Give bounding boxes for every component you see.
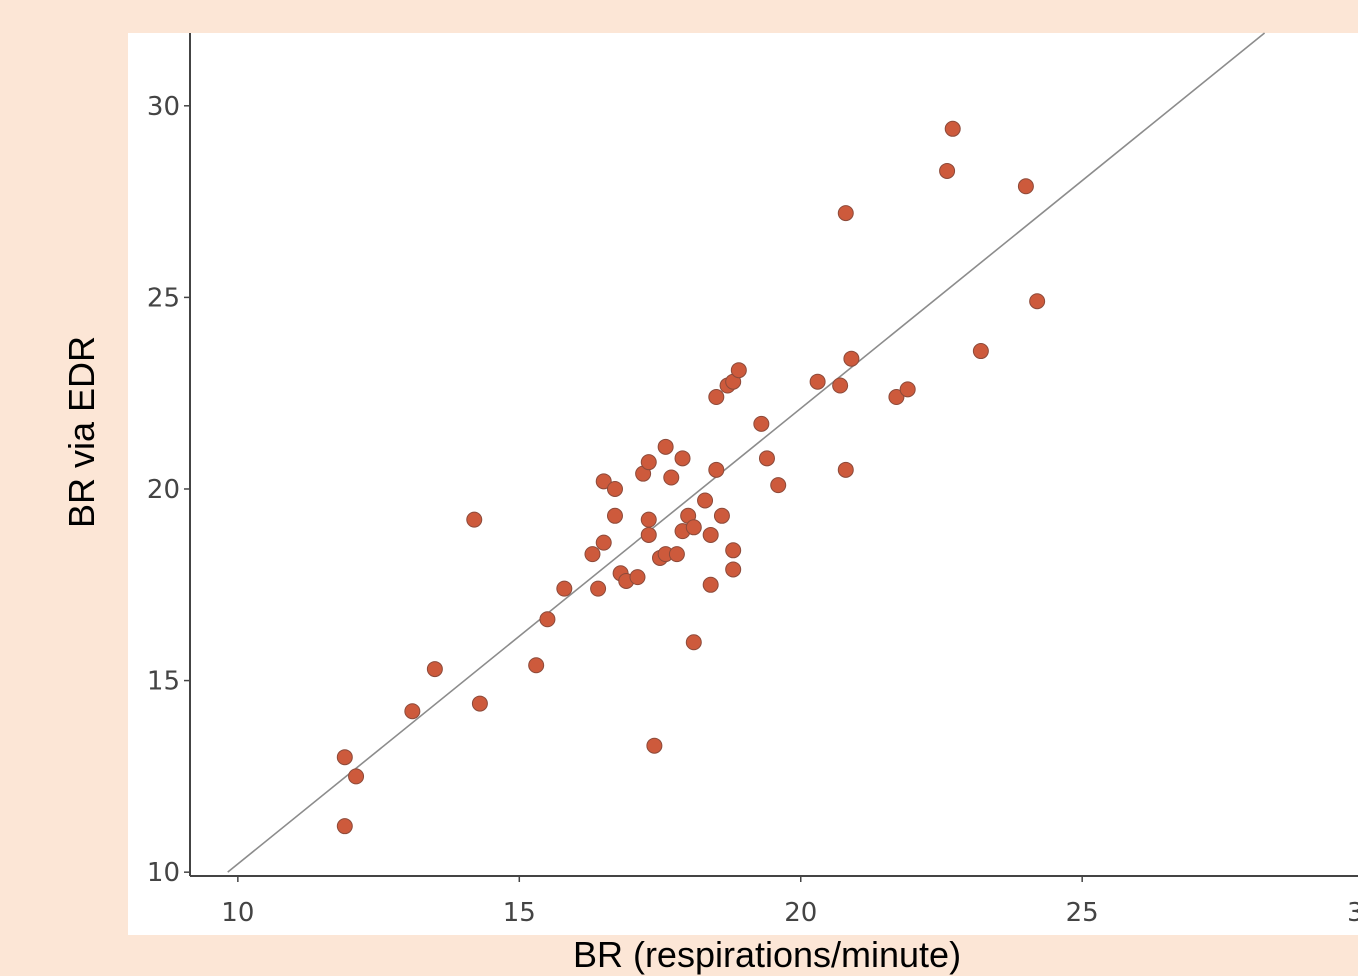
- data-point: [640, 454, 657, 471]
- data-point: [837, 461, 854, 478]
- data-point: [336, 749, 353, 766]
- data-point: [348, 768, 365, 785]
- data-point: [595, 534, 612, 551]
- y-tick-label: 10: [147, 858, 180, 888]
- data-point: [888, 389, 905, 406]
- fit-line: [227, 32, 1266, 873]
- data-point: [336, 818, 353, 835]
- x-tick-label: 25: [1066, 898, 1099, 928]
- data-point: [809, 373, 826, 390]
- data-point: [899, 381, 916, 398]
- y-tick-label: 15: [147, 667, 180, 697]
- data-point: [944, 120, 961, 137]
- data-point: [606, 480, 623, 497]
- x-axis-label: BR (respirations/minute): [573, 934, 961, 975]
- data-point: [629, 569, 646, 586]
- plot-area: [128, 33, 1358, 935]
- data-point: [556, 580, 573, 597]
- data-point: [758, 450, 775, 467]
- data-point: [753, 415, 770, 432]
- data-point: [837, 205, 854, 222]
- data-point: [646, 737, 663, 754]
- data-point: [640, 511, 657, 528]
- data-point: [1029, 293, 1046, 310]
- data-point: [843, 350, 860, 367]
- y-tick-label: 20: [147, 475, 180, 505]
- x-tick-label: 30: [1347, 898, 1358, 928]
- x-tick-label: 15: [503, 898, 536, 928]
- data-point: [939, 162, 956, 179]
- data-point: [1017, 178, 1034, 195]
- data-point: [702, 526, 719, 543]
- data-point: [770, 477, 787, 494]
- data-point: [725, 561, 742, 578]
- data-point: [426, 661, 443, 678]
- data-point: [674, 450, 691, 467]
- data-point: [668, 546, 685, 563]
- data-point: [685, 634, 702, 651]
- data-point: [539, 611, 556, 628]
- data-point: [466, 511, 483, 528]
- data-point: [606, 507, 623, 524]
- y-tick-label: 30: [147, 92, 180, 122]
- data-point: [708, 461, 725, 478]
- data-point: [663, 469, 680, 486]
- data-point: [730, 362, 747, 379]
- data-point: [972, 343, 989, 360]
- data-point: [404, 703, 421, 720]
- data-point: [725, 542, 742, 559]
- data-point: [590, 580, 607, 597]
- data-point: [685, 519, 702, 536]
- data-point: [657, 438, 674, 455]
- data-point: [697, 492, 714, 509]
- tick-layer: 10 15 20 25 30 10 15 20 25 30: [147, 92, 1358, 928]
- data-point: [702, 576, 719, 593]
- data-point: [595, 473, 612, 490]
- data-point: [832, 377, 849, 394]
- data-point: [584, 546, 601, 563]
- data-point: [528, 657, 545, 674]
- y-axis-label: BR via EDR: [61, 336, 102, 528]
- fit-line-layer: [227, 32, 1266, 873]
- data-point: [471, 695, 488, 712]
- y-tick-label: 25: [147, 283, 180, 313]
- data-point: [708, 389, 725, 406]
- x-tick-label: 10: [221, 898, 254, 928]
- x-tick-label: 20: [784, 898, 817, 928]
- data-point: [713, 507, 730, 524]
- point-layer: [336, 120, 1046, 835]
- data-point: [640, 526, 657, 543]
